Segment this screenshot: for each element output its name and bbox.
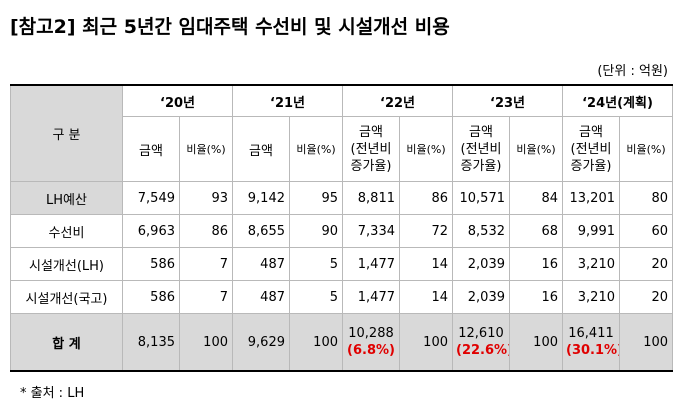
cell: 93 [179, 181, 233, 215]
amount-growth-line: 증가율) [460, 158, 502, 174]
cell: 14 [399, 280, 453, 314]
table-row: 수선비 6,963 86 8,655 90 7,334 72 8,532 68 … [10, 214, 674, 248]
amount-header: 금액 [122, 116, 180, 182]
table-row: 시설개선(LH) 586 7 487 5 1,477 14 2,039 16 3… [10, 247, 674, 281]
cell: 8,135 [122, 313, 180, 372]
cell: 20 [618, 247, 674, 281]
amount-header: 금액 [232, 116, 290, 182]
cell: 9,142 [232, 181, 290, 215]
amount-growth-line: 금액 [579, 124, 603, 140]
cell: 5 [289, 247, 343, 281]
cell: 1,477 [342, 280, 400, 314]
cell: 7 [179, 280, 233, 314]
cell: 100 [179, 313, 233, 372]
category-header: 구 분 [10, 84, 123, 182]
amount-growth-line: (전년비 [350, 141, 392, 157]
cell: 1,477 [342, 247, 400, 281]
amount-growth-header: 금액 (전년비 증가율) [452, 116, 510, 182]
row-label: 시설개선(국고) [10, 280, 123, 314]
row-label: LH예산 [10, 181, 123, 215]
cell: 8,532 [452, 214, 510, 248]
row-label: 시설개선(LH) [10, 247, 123, 281]
total-amount-24: 16,411 (30.1%) [562, 313, 620, 372]
cell: 68 [509, 214, 563, 248]
cell: 3,210 [562, 280, 620, 314]
total-label: 합 계 [10, 313, 123, 372]
year-header-20: ‘20년 [122, 84, 233, 117]
amount-growth-line: 금액 [359, 124, 383, 140]
amount-growth-line: (전년비 [570, 141, 612, 157]
ratio-header: 비율(%) [289, 116, 343, 182]
cell: 16 [509, 280, 563, 314]
total-row: 합 계 8,135 100 9,629 100 10,288 (6.8%) 10… [10, 313, 674, 372]
cell: 586 [122, 280, 180, 314]
ratio-header: 비율(%) [179, 116, 233, 182]
amount-growth-line: 증가율) [350, 158, 392, 174]
cell: 14 [399, 247, 453, 281]
table-row: 시설개선(국고) 586 7 487 5 1,477 14 2,039 16 3… [10, 280, 674, 314]
cell: 10,571 [452, 181, 510, 215]
cell: 16 [509, 247, 563, 281]
header-row-metrics: 금액 비율(%) 금액 비율(%) 금액 (전년비 증가율) 비율(%) 금액 … [11, 116, 674, 182]
amount-growth-header: 금액 (전년비 증가율) [342, 116, 400, 182]
page-title: [참고2] 최근 5년간 임대주택 수선비 및 시설개선 비용 [10, 16, 450, 38]
total-amount: 10,288 [348, 326, 394, 341]
amount-growth-header: 금액 (전년비 증가율) [562, 116, 620, 182]
cell: 86 [179, 214, 233, 248]
growth-rate: (6.8%) [347, 343, 395, 358]
cell: 487 [232, 247, 290, 281]
year-header-24: ‘24년(계획) [561, 84, 674, 117]
cell: 100 [399, 313, 453, 372]
cell: 13,201 [562, 181, 620, 215]
cell: 9,991 [562, 214, 620, 248]
cell: 86 [399, 181, 453, 215]
cell: 9,629 [232, 313, 290, 372]
cell: 586 [122, 247, 180, 281]
growth-rate: (30.1%) [566, 343, 620, 358]
amount-growth-line: (전년비 [460, 141, 502, 157]
cell: 100 [618, 313, 674, 372]
cell: 2,039 [452, 280, 510, 314]
cell: 100 [289, 313, 343, 372]
cell: 20 [618, 280, 674, 314]
amount-growth-line: 금액 [469, 124, 493, 140]
cell: 84 [509, 181, 563, 215]
unit-label: (단위 : 억원) [597, 64, 668, 79]
table-row: LH예산 7,549 93 9,142 95 8,811 86 10,571 8… [10, 181, 674, 215]
year-header-23: ‘23년 [452, 84, 563, 117]
cell: 6,963 [122, 214, 180, 248]
cell: 80 [618, 181, 674, 215]
cell: 72 [399, 214, 453, 248]
ratio-header: 비율(%) [399, 116, 453, 182]
cell: 5 [289, 280, 343, 314]
cell: 2,039 [452, 247, 510, 281]
total-amount: 12,610 [458, 326, 504, 341]
cell: 7,549 [122, 181, 180, 215]
header-row-years: 구 분 ‘20년 ‘21년 ‘22년 ‘23년 ‘24년(계획) [10, 84, 674, 182]
row-label: 수선비 [10, 214, 123, 248]
cell: 95 [289, 181, 343, 215]
cell: 100 [509, 313, 563, 372]
cell: 60 [618, 214, 674, 248]
ratio-header: 비율(%) [509, 116, 563, 182]
total-amount-23: 12,610 (22.6%) [452, 313, 510, 372]
source-note: * 출처 : LH [20, 386, 85, 401]
cell: 7 [179, 247, 233, 281]
amount-growth-line: 증가율) [570, 158, 612, 174]
growth-rate: (22.6%) [456, 343, 510, 358]
cell: 90 [289, 214, 343, 248]
cost-table: 구 분 ‘20년 ‘21년 ‘22년 ‘23년 ‘24년(계획) 금액 비율(%… [10, 84, 674, 372]
year-header-21: ‘21년 [232, 84, 343, 117]
cell: 487 [232, 280, 290, 314]
total-amount: 16,411 [568, 326, 614, 341]
cell: 8,655 [232, 214, 290, 248]
cell: 7,334 [342, 214, 400, 248]
cell: 3,210 [562, 247, 620, 281]
year-header-22: ‘22년 [342, 84, 453, 117]
total-amount-22: 10,288 (6.8%) [342, 313, 400, 372]
ratio-header: 비율(%) [618, 116, 674, 182]
cell: 8,811 [342, 181, 400, 215]
